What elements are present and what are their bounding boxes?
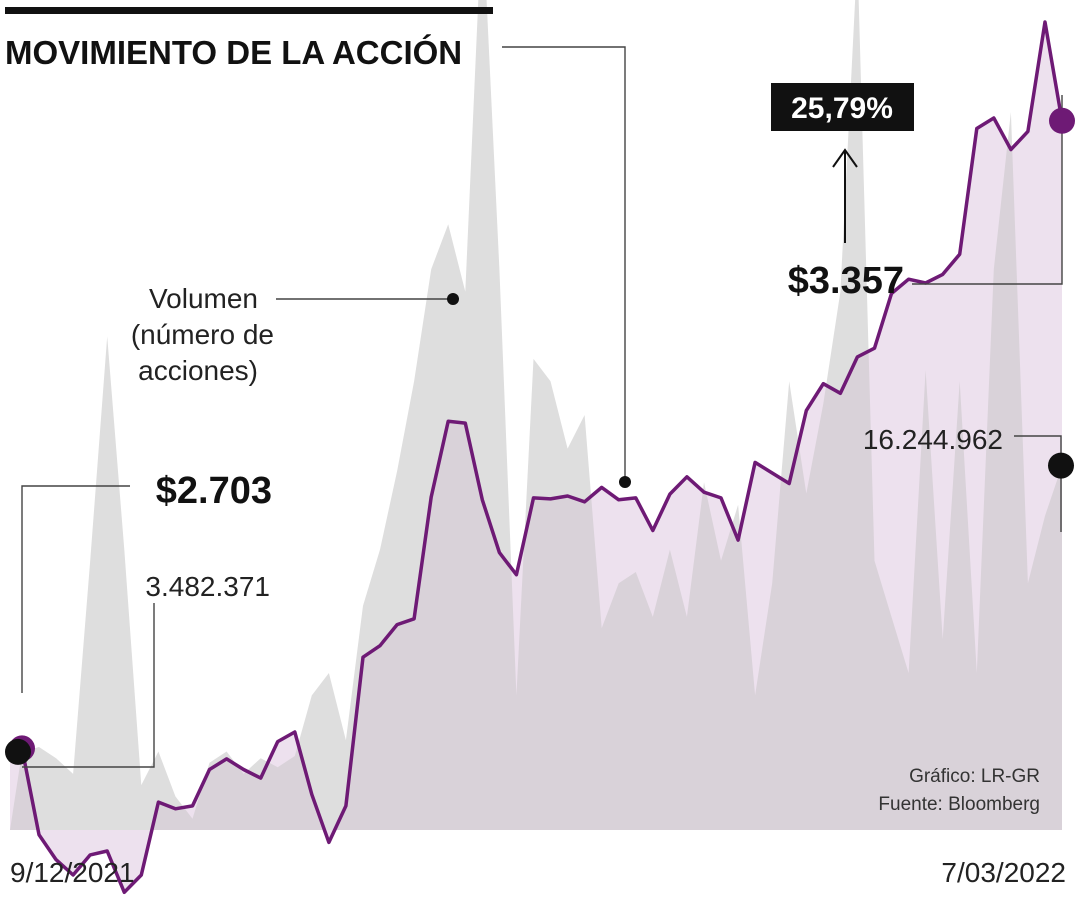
change-pct-badge — [771, 83, 914, 131]
title-annotation-dot — [619, 476, 631, 488]
change-pct-label: 25,79% — [791, 92, 893, 125]
start-volume-label: 3.482.371 — [145, 571, 270, 602]
start-volume-leader-line — [22, 603, 155, 768]
x-axis-end-date: 7/03/2022 — [941, 857, 1066, 888]
chart-lines — [20, 20, 1064, 895]
volume-label-line-1: Volumen — [149, 283, 258, 314]
start-price-label: $2.703 — [156, 470, 272, 512]
title-leader-line — [502, 46, 626, 482]
credit-graphic: Gráfico: LR-GR — [909, 766, 1040, 787]
volume-label-line-2: (número de — [131, 319, 274, 350]
end-volume-label: 16.244.962 — [863, 424, 1003, 455]
price-line — [20, 20, 1064, 895]
start-volume-marker — [5, 738, 31, 765]
end-price-marker — [1049, 107, 1075, 134]
chart-title: MOVIMIENTO DE LA ACCIÓN — [5, 34, 462, 71]
x-axis-start-date: 9/12/2021 — [10, 857, 135, 888]
arrow-up-icon — [832, 148, 858, 243]
end-volume-marker — [1048, 452, 1074, 479]
end-price-leader-line — [912, 95, 1063, 285]
end-price-label: $3.357 — [788, 260, 904, 302]
credit-source: Fuente: Bloomberg — [878, 794, 1040, 815]
end-volume-leader-line — [1014, 435, 1062, 532]
volume-annotation-dot — [447, 293, 459, 305]
start-price-leader-line — [21, 485, 130, 693]
chart-areas — [10, 0, 1062, 893]
title-rule — [5, 7, 493, 14]
volume-label-line-3: acciones) — [138, 355, 258, 386]
